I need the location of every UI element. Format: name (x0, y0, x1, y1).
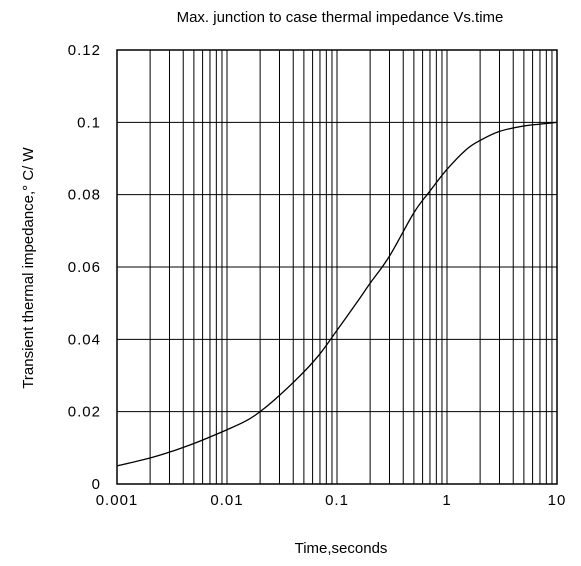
y-tick-label: 0.02 (68, 404, 101, 421)
y-tick-label: 0.12 (68, 42, 101, 59)
x-tick-label: 1 (442, 492, 451, 509)
y-tick-label: 0.08 (68, 187, 101, 204)
x-axis-tick-labels: 0.001 0.01 0.1 1 10 (96, 492, 567, 509)
x-tick-label: 10 (548, 492, 567, 509)
series-line (116, 121, 558, 467)
x-tick-label: 0.1 (325, 492, 349, 509)
plot-area-frame (116, 49, 558, 485)
x-axis-title: Time,seconds (295, 540, 388, 557)
y-tick-label: 0.1 (77, 114, 101, 131)
y-tick-label: 0 (92, 476, 101, 493)
chart-title: Max. junction to case thermal impedance … (177, 9, 504, 26)
y-axis-title: Transient thermal impedance,° C/ W (20, 146, 37, 388)
grid-lines (117, 50, 557, 484)
x-tick-label: 0.01 (210, 492, 243, 509)
x-tick-label: 0.001 (96, 492, 139, 509)
y-tick-label: 0.04 (68, 331, 101, 348)
y-axis-tick-labels: 0 0.02 0.04 0.06 0.08 0.1 0.12 (68, 42, 101, 493)
y-tick-label: 0.06 (68, 259, 101, 276)
series-layer (116, 121, 558, 467)
